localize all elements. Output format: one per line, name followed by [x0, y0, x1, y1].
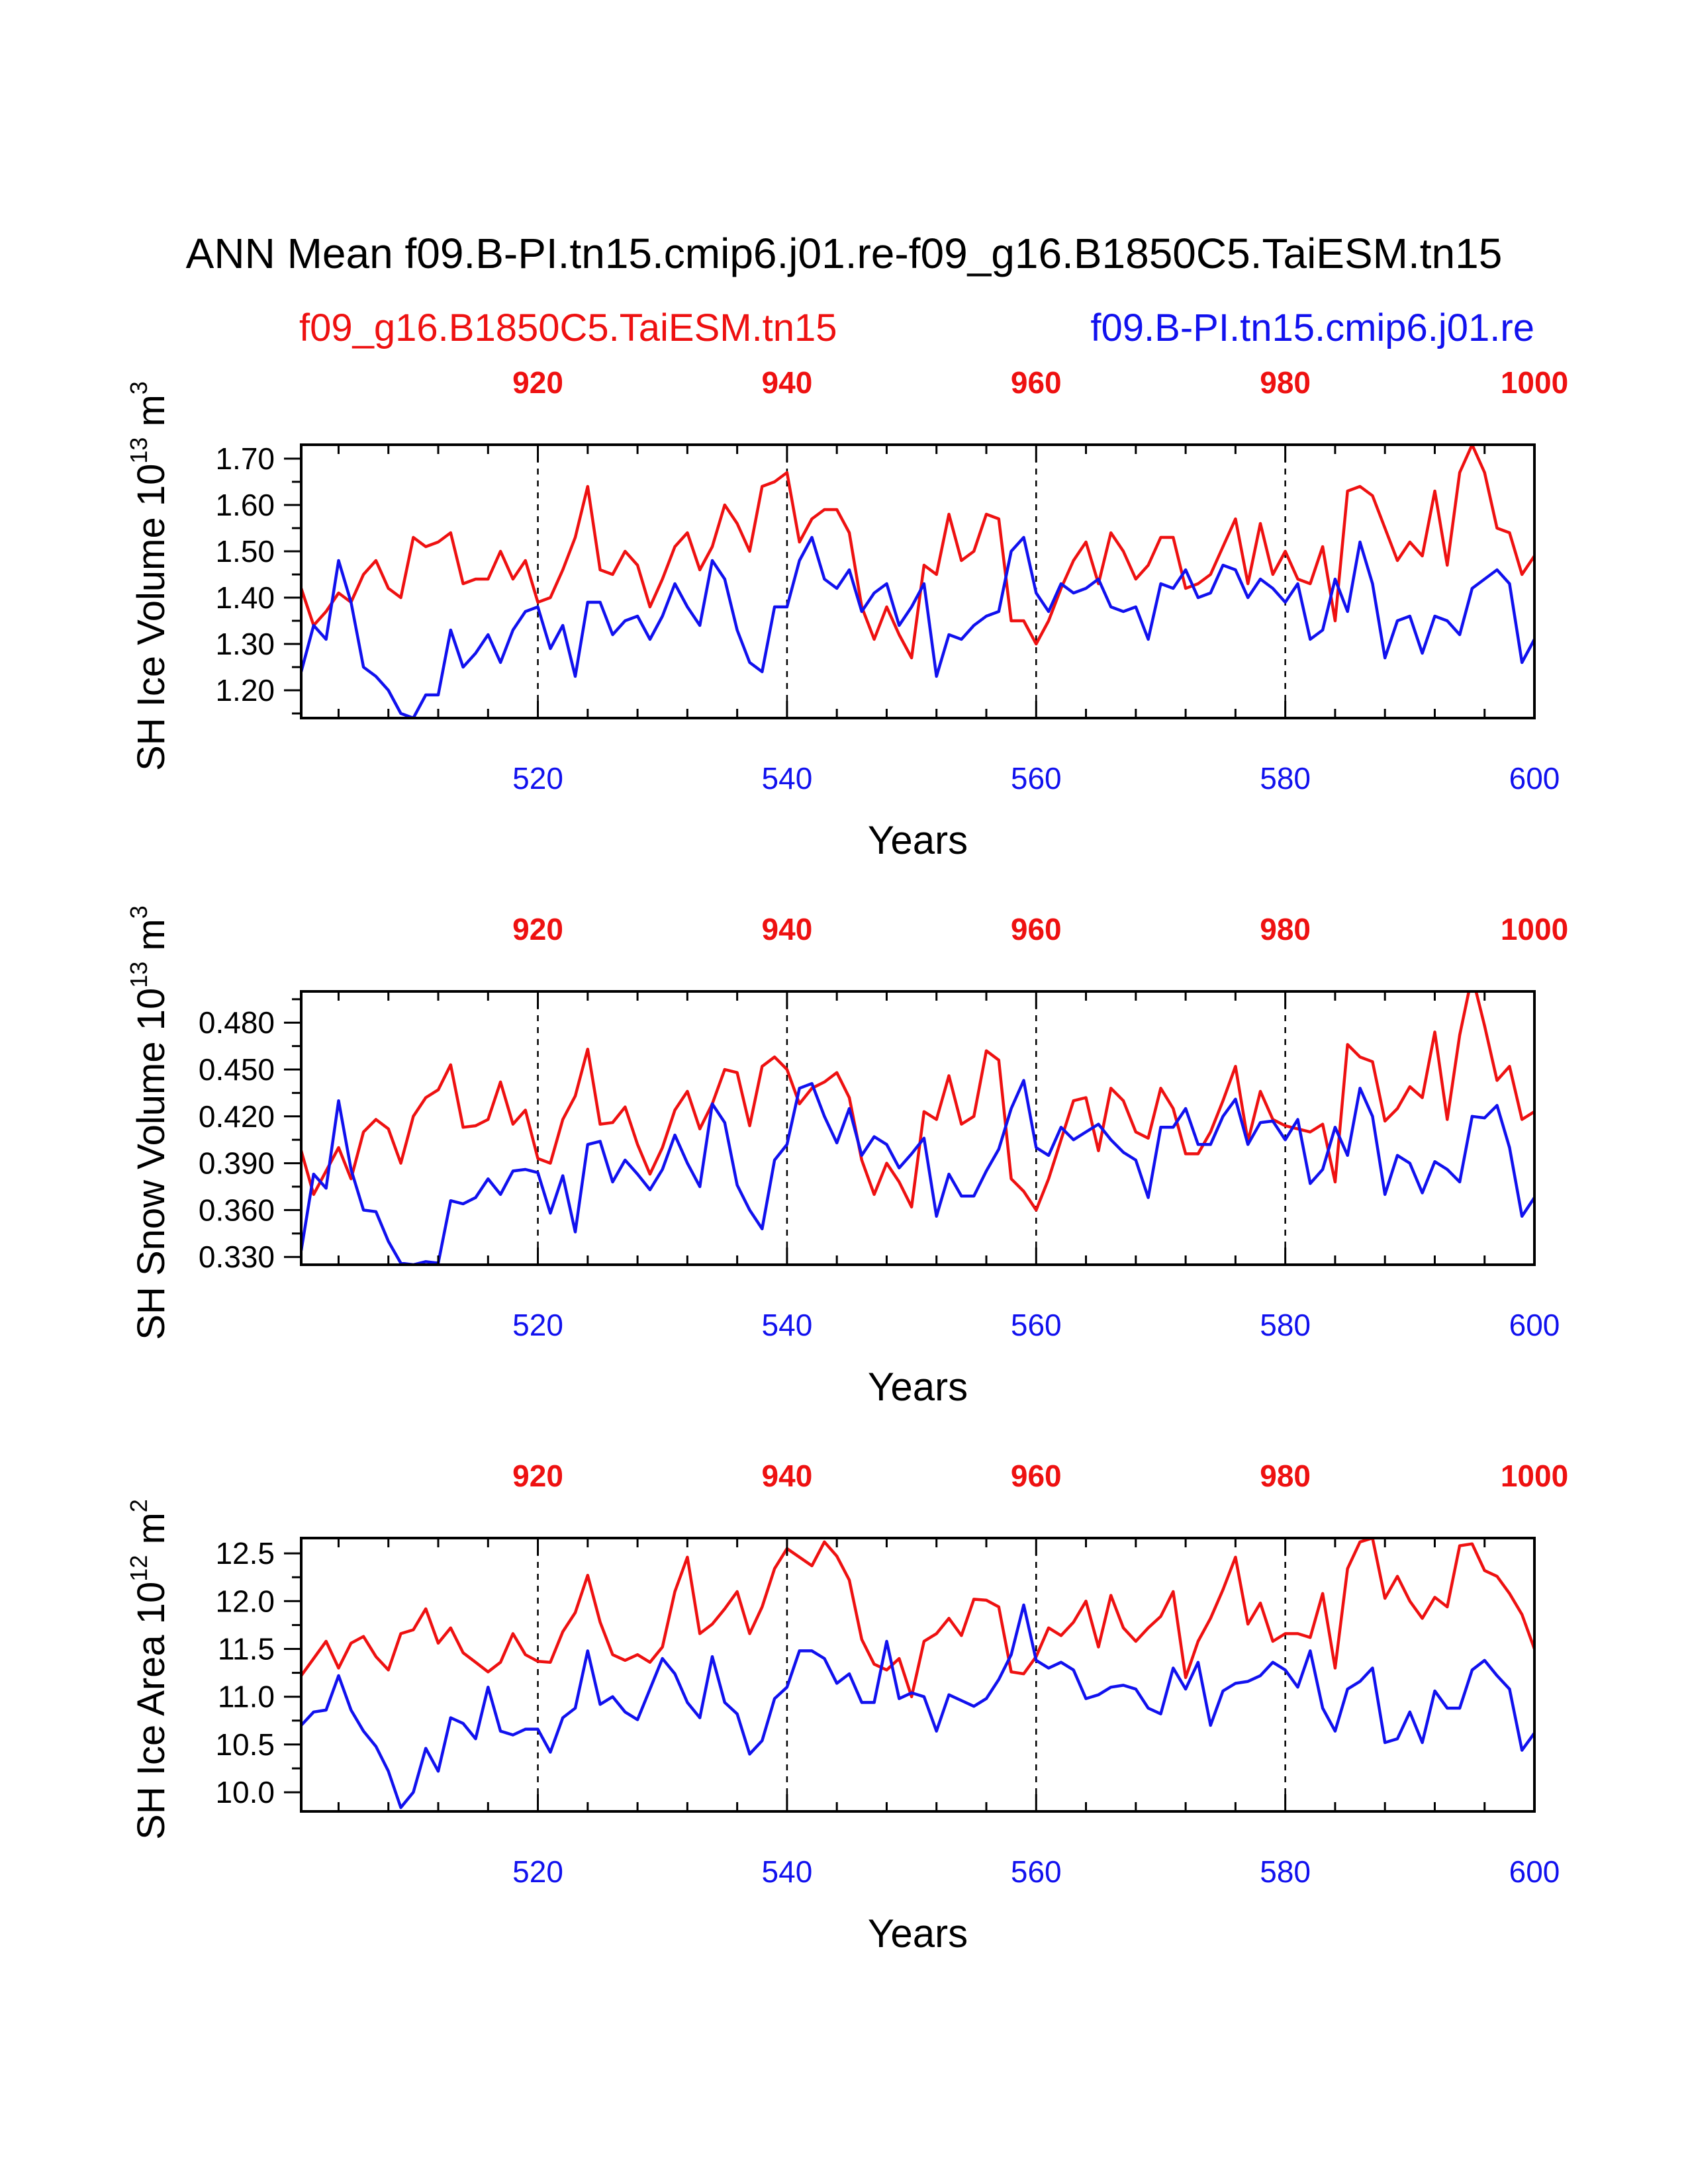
panel-3: 520 540 560 580 600 920 940 960 980 1000 10.0 10.5 1…	[125, 1459, 1568, 1956]
plot-frame	[300, 990, 1536, 1266]
x-tick-label-top: 940	[762, 365, 813, 400]
x-tick-label-top: 980	[1260, 365, 1311, 400]
x-tick-label-bottom: 600	[1509, 1308, 1560, 1342]
x-axis-title: Years	[868, 818, 968, 862]
y-tick-label: 0.420	[199, 1099, 275, 1134]
x-tick-label-bottom: 600	[1509, 761, 1560, 796]
x-tick-label-top: 960	[1011, 912, 1062, 946]
legend-blue-series: f09.B-PI.tn15.cmip6.j01.re	[1090, 306, 1534, 349]
y-tick-label: 12.0	[215, 1584, 275, 1618]
figure-title: ANN Mean f09.B-PI.tn15.cmip6.j01.re-f09_…	[186, 230, 1503, 277]
legend-red-series: f09_g16.B1850C5.TaiESM.tn15	[299, 306, 837, 349]
y-tick-label: 1.50	[215, 534, 275, 569]
x-tick-label-bottom: 520	[512, 1854, 563, 1889]
y-tick-label: 10.5	[215, 1727, 275, 1762]
x-tick-label-bottom: 560	[1011, 1854, 1062, 1889]
x-tick-label-top: 920	[512, 1459, 563, 1493]
y-tick-label: 0.330	[199, 1240, 275, 1274]
x-tick-label-bottom: 560	[1011, 1308, 1062, 1342]
y-axis-title: SH Ice Volume 1013 m3	[125, 381, 173, 771]
y-tick-label: 1.70	[215, 441, 275, 476]
x-tick-label-bottom: 560	[1011, 761, 1062, 796]
x-tick-label-bottom: 540	[762, 761, 813, 796]
y-tick-label: 0.360	[199, 1193, 275, 1227]
y-tick-label: 12.5	[215, 1536, 275, 1570]
y-tick-label: 0.480	[199, 1005, 275, 1040]
x-axis-title: Years	[868, 1911, 968, 1956]
x-tick-label-top: 940	[762, 912, 813, 946]
x-tick-label-top: 1000	[1501, 1459, 1568, 1493]
y-tick-label: 10.0	[215, 1775, 275, 1809]
x-tick-label-bottom: 580	[1260, 1308, 1311, 1342]
x-tick-label-top: 980	[1260, 912, 1311, 946]
x-tick-label-top: 920	[512, 365, 563, 400]
y-tick-label: 0.390	[199, 1146, 275, 1181]
x-tick-label-bottom: 580	[1260, 761, 1311, 796]
y-tick-label: 0.450	[199, 1052, 275, 1087]
x-tick-label-bottom: 520	[512, 1308, 563, 1342]
series-line-blue	[301, 1079, 1534, 1265]
plot-frame	[300, 1537, 1536, 1813]
y-tick-label: 1.30	[215, 627, 275, 661]
x-tick-label-top: 1000	[1501, 912, 1568, 946]
series-line-red	[301, 991, 1534, 1212]
series-line-red	[301, 445, 1534, 660]
series-line-blue	[301, 535, 1534, 718]
panel-1: 520 540 560 580 600 920 940 960 980 1000 1.20 1.30 1…	[125, 365, 1568, 862]
y-axis-title: SH Snow Volume 1013 m3	[125, 905, 173, 1340]
y-tick-label: 1.20	[215, 673, 275, 707]
x-axis-title: Years	[868, 1365, 968, 1409]
y-axis-title: SH Ice Area 1012 m2	[125, 1499, 173, 1840]
x-tick-label-bottom: 580	[1260, 1854, 1311, 1889]
y-tick-label: 1.60	[215, 488, 275, 522]
x-tick-label-bottom: 520	[512, 761, 563, 796]
x-tick-label-top: 1000	[1501, 365, 1568, 400]
plot-frame	[300, 443, 1536, 719]
y-tick-label: 11.0	[218, 1680, 275, 1714]
panel-2: 520 540 560 580 600 920 940 960 980 1000 0.330 0.36…	[125, 905, 1568, 1409]
x-tick-label-bottom: 540	[762, 1854, 813, 1889]
series-line-blue	[301, 1603, 1534, 1809]
x-tick-label-top: 920	[512, 912, 563, 946]
panels: 520 540 560 580 600 920 940 960 980 1000 1.20 1.30 1…	[125, 365, 1568, 1956]
series-line-red	[301, 1538, 1534, 1698]
x-tick-label-bottom: 540	[762, 1308, 813, 1342]
x-tick-label-top: 980	[1260, 1459, 1311, 1493]
y-tick-label: 1.40	[215, 580, 275, 615]
x-tick-label-top: 940	[762, 1459, 813, 1493]
x-tick-label-top: 960	[1011, 1459, 1062, 1493]
x-tick-label-top: 960	[1011, 365, 1062, 400]
y-tick-label: 11.5	[218, 1632, 275, 1666]
x-tick-label-bottom: 600	[1509, 1854, 1560, 1889]
